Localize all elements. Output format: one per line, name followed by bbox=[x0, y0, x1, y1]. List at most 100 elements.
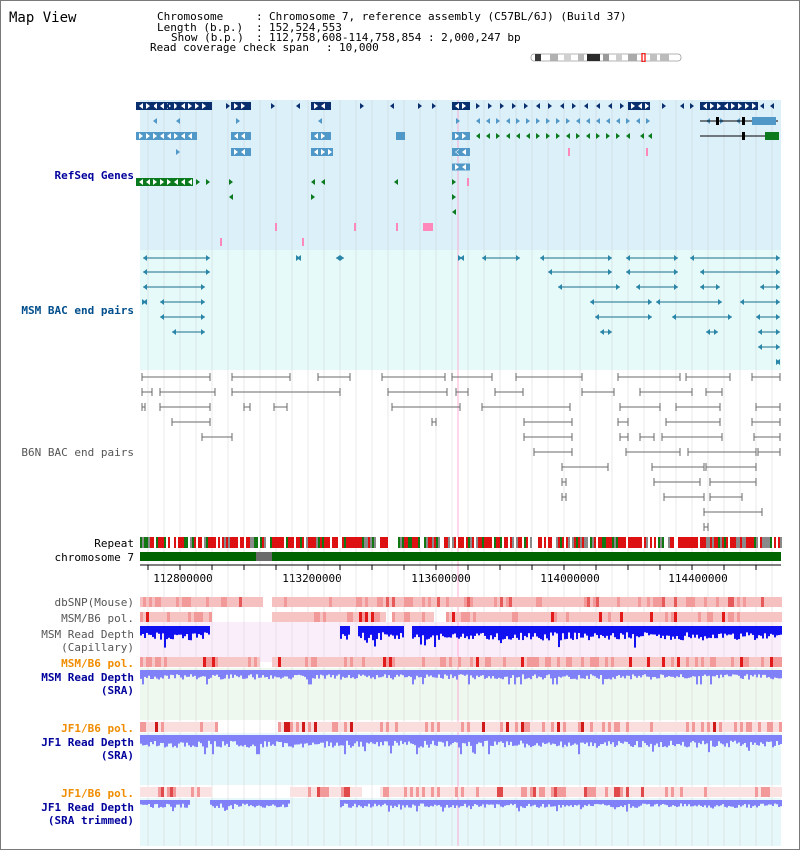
read-depth-bar bbox=[398, 735, 400, 746]
polymorphism-cell bbox=[314, 657, 317, 667]
read-depth-bar bbox=[194, 670, 196, 676]
read-depth-bar bbox=[298, 735, 300, 745]
polymorphism-cell bbox=[767, 722, 770, 732]
polymorphism-cell bbox=[563, 787, 566, 797]
polymorphism-cell bbox=[647, 597, 650, 607]
polymorphism-cell bbox=[401, 787, 404, 797]
read-depth-bar bbox=[774, 800, 776, 804]
refseq-genes-label[interactable]: RefSeq Genes bbox=[54, 169, 134, 182]
read-depth-bar bbox=[590, 670, 592, 675]
polymorphism-cell bbox=[533, 597, 536, 607]
polymorphism-cell bbox=[764, 722, 767, 732]
read-depth-bar bbox=[168, 800, 170, 805]
read-depth-bar bbox=[176, 800, 178, 805]
msm-bac-label[interactable]: MSM BAC end pairs bbox=[21, 304, 134, 317]
read-depth-bar bbox=[626, 800, 628, 812]
read-depth-bar bbox=[692, 670, 694, 677]
repeat-element bbox=[372, 537, 374, 548]
repeat-element bbox=[756, 537, 758, 548]
read-depth-bar bbox=[684, 670, 686, 679]
read-depth-bar bbox=[646, 670, 648, 677]
polymorphism-cell bbox=[737, 657, 740, 667]
polymorphism-cell bbox=[170, 657, 173, 667]
polymorphism-cell bbox=[317, 722, 320, 732]
jf1-read-depth-trim-label[interactable]: JF1 Read Depth bbox=[41, 801, 134, 814]
read-depth-bar bbox=[274, 735, 276, 746]
read-depth-bar bbox=[450, 735, 452, 745]
read-depth-bar bbox=[636, 735, 638, 742]
polymorphism-cell bbox=[422, 722, 425, 732]
polymorphism-cell bbox=[278, 657, 281, 667]
polymorphism-cell bbox=[716, 612, 719, 622]
read-depth-bar bbox=[762, 800, 764, 804]
polymorphism-cell bbox=[197, 722, 200, 732]
polymorphism-cell bbox=[365, 657, 368, 667]
read-depth-bar bbox=[738, 670, 740, 676]
polymorphism-cell bbox=[638, 722, 641, 732]
jf1-read-depth-sra-sub: (SRA) bbox=[100, 749, 134, 762]
read-depth-bar bbox=[368, 735, 370, 744]
msm-read-depth-cap-label[interactable]: MSM Read Depth bbox=[41, 628, 134, 641]
polymorphism-cell bbox=[638, 787, 641, 797]
gene-arrow bbox=[390, 103, 394, 109]
jf1-b6-pol-label-1[interactable]: JF1/B6 pol. bbox=[61, 722, 134, 735]
msm-read-depth-sra-label[interactable]: MSM Read Depth bbox=[41, 671, 134, 684]
msm-b6-pol-label-2[interactable]: MSM/B6 pol. bbox=[61, 657, 134, 670]
coverage-colon: : bbox=[326, 41, 333, 54]
read-depth-bar bbox=[594, 626, 596, 634]
polymorphism-cell bbox=[725, 787, 728, 797]
polymorphism-cell bbox=[539, 612, 542, 622]
polymorphism-cell bbox=[404, 657, 407, 667]
jf1-b6-pol-label-2[interactable]: JF1/B6 pol. bbox=[61, 787, 134, 800]
polymorphism-cell bbox=[680, 722, 683, 732]
polymorphism-cell bbox=[284, 612, 287, 622]
b6n-bac-label[interactable]: B6N BAC end pairs bbox=[21, 446, 134, 459]
polymorphism-cell bbox=[305, 657, 308, 667]
chromosome-ideogram[interactable] bbox=[530, 53, 682, 62]
polymorphism-cell bbox=[182, 612, 185, 622]
polymorphism-cell bbox=[608, 612, 611, 622]
gene-strand-arrow bbox=[188, 179, 192, 185]
read-depth-bar bbox=[606, 800, 608, 806]
polymorphism-cell bbox=[770, 657, 773, 667]
repeat-element bbox=[642, 537, 644, 548]
polymorphism-cell bbox=[383, 597, 386, 607]
polymorphism-cell bbox=[491, 597, 494, 607]
msm-b6-pol-label-1[interactable]: MSM/B6 pol. bbox=[61, 612, 134, 625]
read-depth-bar bbox=[404, 800, 406, 808]
read-depth-bar bbox=[592, 735, 594, 747]
polymorphism-cell bbox=[200, 787, 203, 797]
read-depth-bar bbox=[148, 735, 150, 747]
read-depth-bar bbox=[704, 670, 706, 675]
polymorphism-cell bbox=[275, 612, 278, 622]
polymorphism-cell bbox=[611, 722, 614, 732]
polymorphism-cell bbox=[515, 722, 518, 732]
msm-bac-end bbox=[608, 329, 612, 335]
polymorphism-cell bbox=[227, 597, 230, 607]
jf1-read-depth-sra-label[interactable]: JF1 Read Depth bbox=[41, 736, 134, 749]
read-depth-bar bbox=[254, 800, 256, 808]
read-depth-bar bbox=[714, 670, 716, 677]
gene-arrow bbox=[394, 179, 398, 185]
polymorphism-cell bbox=[542, 722, 545, 732]
read-depth-bar bbox=[294, 735, 296, 745]
read-depth-bar bbox=[734, 735, 736, 741]
gene-strand-arrow bbox=[462, 164, 466, 170]
dbsnp-label[interactable]: dbSNP(Mouse) bbox=[54, 596, 134, 609]
read-depth-bar bbox=[332, 670, 334, 676]
polymorphism-cell bbox=[773, 597, 776, 607]
read-depth-bar bbox=[180, 670, 182, 678]
gene-arrow bbox=[636, 118, 640, 124]
read-depth-bar bbox=[246, 670, 248, 679]
read-depth-bar bbox=[594, 800, 596, 805]
read-depth-bar bbox=[148, 670, 150, 676]
read-depth-bar bbox=[650, 735, 652, 744]
repeat-element bbox=[772, 537, 774, 548]
read-depth-bar bbox=[432, 670, 434, 678]
read-depth-bar bbox=[774, 735, 776, 746]
read-depth-bar bbox=[768, 735, 770, 742]
read-depth-bar bbox=[316, 670, 318, 676]
gene-arrow bbox=[196, 179, 200, 185]
read-depth-bar bbox=[478, 670, 480, 678]
